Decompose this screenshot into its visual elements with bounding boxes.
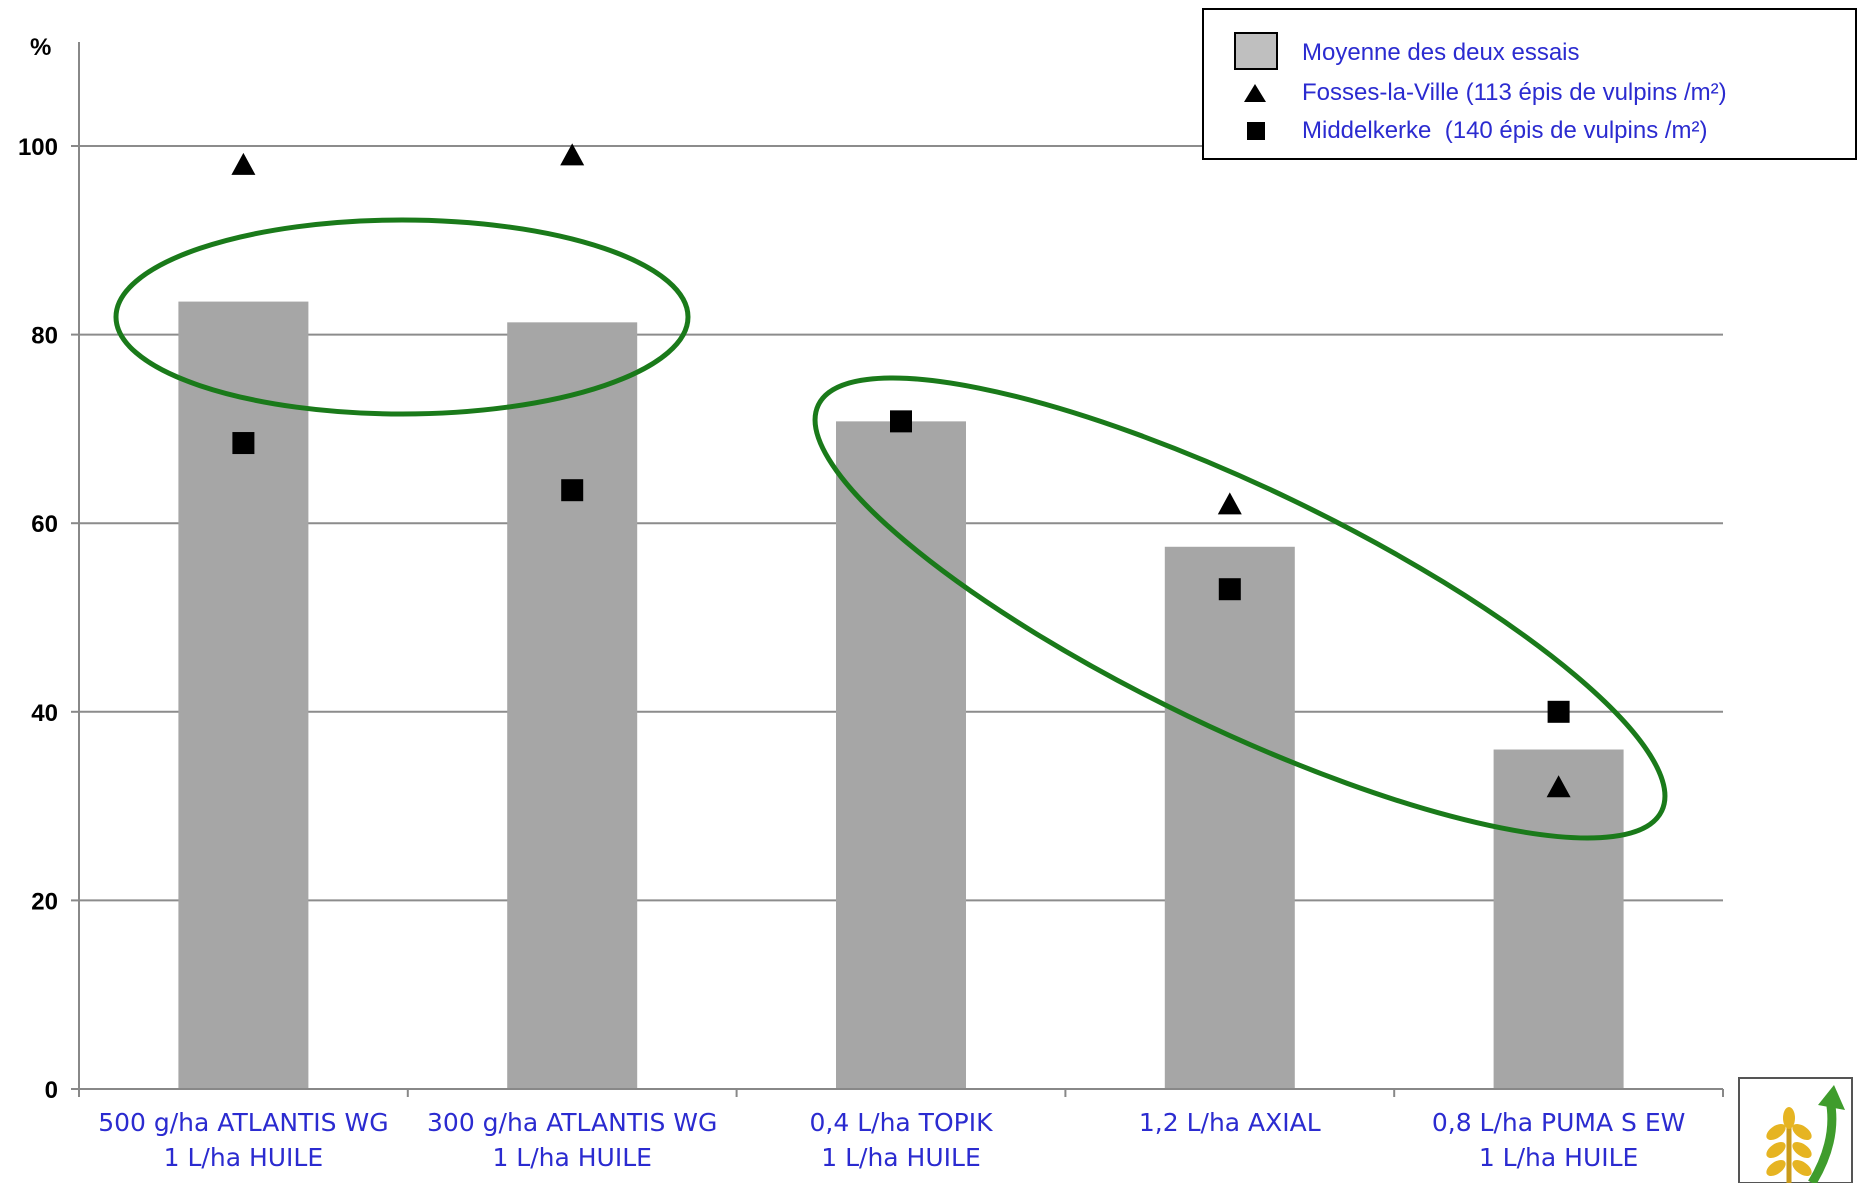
marker-triangle-0 <box>231 152 256 175</box>
x-category-label-line: 1 L/ha HUILE <box>1479 1143 1639 1172</box>
annotation-ellipses <box>113 217 1668 841</box>
x-category-label-line: 1,2 L/ha AXIAL <box>1139 1108 1321 1137</box>
wheat-logo-icon <box>1738 1077 1853 1183</box>
bar-average-3 <box>1164 546 1295 1089</box>
y-tick-label-20: 20 <box>31 888 58 915</box>
legend-label-average: Moyenne des deux essais <box>1302 39 1580 66</box>
legend: Moyenne des deux essais Fosses-la-Ville … <box>1202 8 1857 160</box>
x-category-label-line: 1 L/ha HUILE <box>492 1143 652 1172</box>
x-category-label-line: 0,8 L/ha PUMA S EW <box>1432 1108 1686 1137</box>
x-category-label-line: 300 g/ha ATLANTIS WG <box>427 1108 717 1137</box>
marker-square-4 <box>1547 700 1570 723</box>
y-tick-label-60: 60 <box>31 511 58 538</box>
marker-square-3 <box>1218 578 1241 601</box>
y-tick-label-80: 80 <box>31 323 58 350</box>
axes <box>71 42 1724 1097</box>
annotation-ellipse-atlantis <box>113 217 691 417</box>
x-category-label-line: 1 L/ha HUILE <box>164 1143 324 1172</box>
marker-square-0 <box>232 432 255 455</box>
legend-square-icon <box>1247 122 1265 140</box>
x-category-label-line: 0,4 L/ha TOPIK <box>810 1108 994 1137</box>
y-unit-label: % <box>30 34 51 61</box>
legend-triangle-icon <box>1244 84 1266 102</box>
marker-triangle-1 <box>560 143 585 166</box>
marker-series <box>231 143 1571 798</box>
bar-average-0 <box>178 301 309 1090</box>
legend-label-fosses: Fosses-la-Ville (113 épis de vulpins /m²… <box>1302 79 1727 106</box>
x-category-label-4: 0,8 L/ha PUMA S EW 1 L/ha HUILE <box>1432 1108 1686 1172</box>
annotation-ellipse-other-products <box>812 375 1668 841</box>
legend-swatch-bar <box>1234 32 1278 70</box>
x-category-label-0: 500 g/ha ATLANTIS WG 1 L/ha HUILE <box>98 1108 388 1172</box>
bar-average-2 <box>836 421 966 1090</box>
bar-average-4 <box>1493 749 1624 1089</box>
x-category-label-line: 1 L/ha HUILE <box>821 1143 981 1172</box>
y-tick-label-100: 100 <box>18 134 58 161</box>
marker-triangle-3 <box>1217 492 1242 515</box>
x-category-label-3: 1,2 L/ha AXIAL <box>1139 1108 1321 1137</box>
x-category-label-2: 0,4 L/ha TOPIK 1 L/ha HUILE <box>810 1108 994 1172</box>
marker-square-1 <box>561 479 584 502</box>
y-tick-label-40: 40 <box>31 700 58 727</box>
legend-label-middelkerke: Middelkerke (140 épis de vulpins /m²) <box>1302 117 1708 144</box>
marker-triangle-4 <box>1546 775 1571 798</box>
x-category-label-line: 500 g/ha ATLANTIS WG <box>98 1108 388 1137</box>
bar-average-1 <box>507 322 638 1089</box>
legend-box <box>1202 8 1857 160</box>
marker-square-2 <box>890 410 912 433</box>
bar-series <box>178 301 1624 1090</box>
y-tick-labels: % 100 80 60 40 20 0 <box>18 34 58 1104</box>
y-tick-label-0: 0 <box>45 1077 58 1104</box>
x-category-label-1: 300 g/ha ATLANTIS WG 1 L/ha HUILE <box>427 1108 717 1172</box>
